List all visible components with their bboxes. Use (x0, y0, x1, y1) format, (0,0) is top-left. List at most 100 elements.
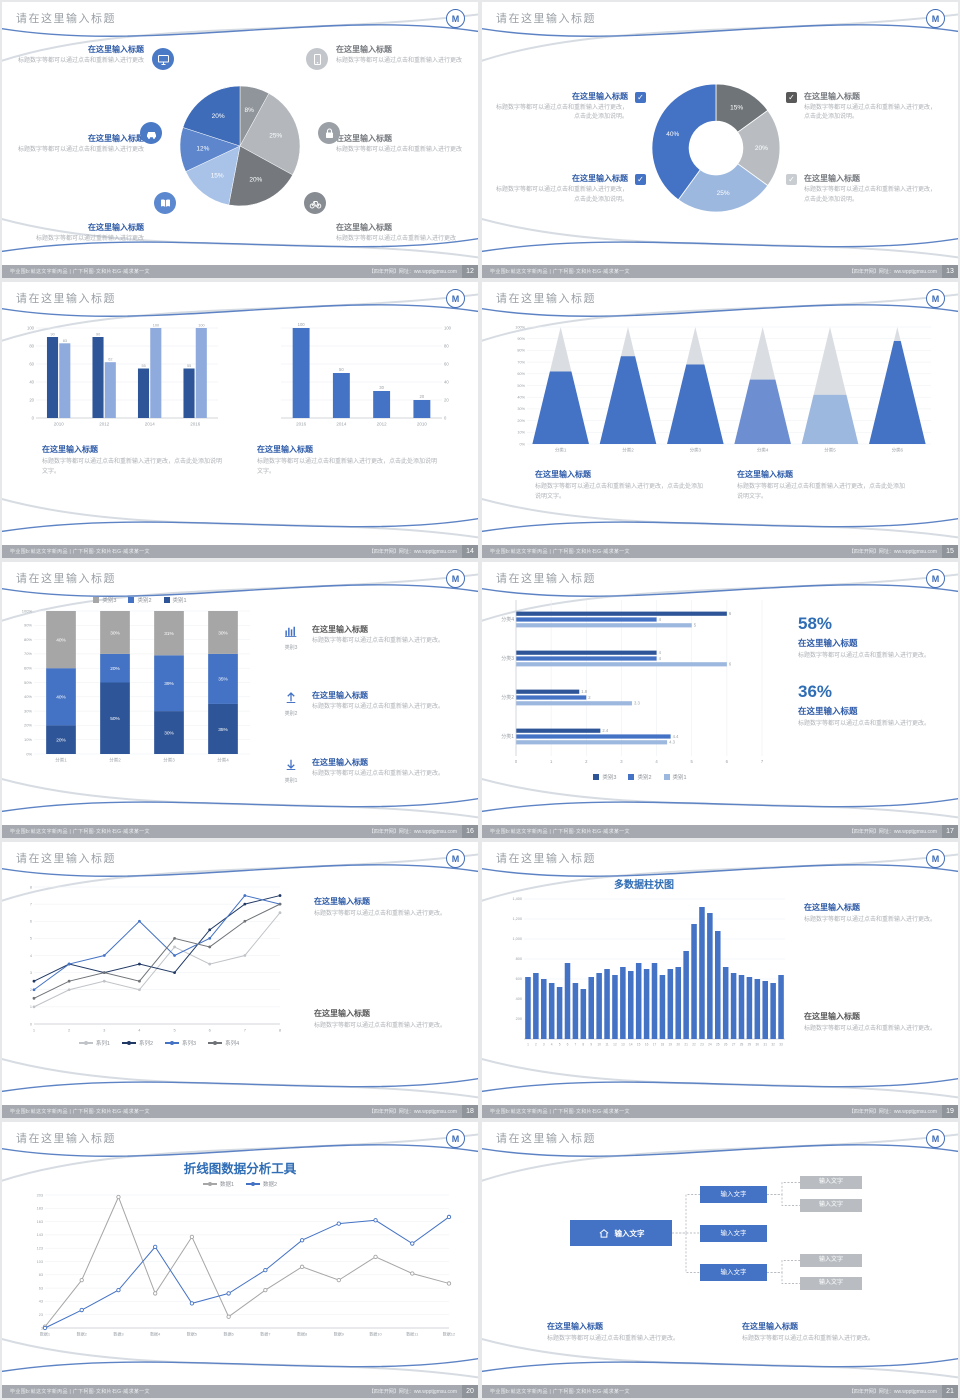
logo-icon: M (926, 849, 945, 868)
svg-text:40: 40 (444, 380, 449, 385)
diagram-leaf-box[interactable]: 输入文字 (800, 1176, 862, 1189)
block-title: 在这里输入标题 (547, 1322, 603, 1331)
list-item: 在这里输入标题 标题数字等都可以通过点击和重新输入进行更改，点击此处添加说明。 … (494, 91, 646, 123)
footer-right-text: 【四年开网】网址：ww.wpptjgmsu.com (848, 269, 937, 275)
item-text: 标题数字等都可以通过点击和重新输入进行更改，点击此处添加说明。 (804, 187, 937, 203)
svg-text:32: 32 (771, 1043, 775, 1047)
svg-text:7: 7 (30, 902, 32, 906)
slide-19[interactable]: 请在这里输入标题 M 多数据柱状图 200 400 600 800 1,000 1,200… (482, 842, 958, 1118)
slide-16[interactable]: 请在这里输入标题 M 类别3 类别2 类别1 0% 10% 20% 30% 40% 50% 60… (2, 562, 478, 838)
slide-footer: 毕业围b:就这文字新丙品 | 广下柯图·文和片石G·威求某一文 【四年开网】网址… (2, 545, 478, 558)
svg-text:5: 5 (691, 759, 694, 764)
pyramid-chart: 0% 10% 20% 30% 40% 50% 60% 70% 80% 90% 100% 分类1 分类2 分… (515, 325, 931, 454)
svg-text:20%: 20% (755, 145, 768, 152)
svg-text:100: 100 (153, 324, 159, 328)
svg-text:6: 6 (209, 1028, 212, 1033)
svg-text:40%: 40% (666, 131, 679, 138)
checkbox-icon[interactable]: ✓ (786, 174, 797, 186)
slide-12[interactable]: 请在这里输入标题 M 在这里输入标题 标题数字等都可以通过点击和重新输入进行更改… (2, 2, 478, 278)
slide-15[interactable]: 请在这里输入标题 M 0% 10% 20% 30% 40% 50% 60% 70% 80% 90%… (482, 282, 958, 558)
diagram-mid-box[interactable]: 输入文字 (700, 1186, 767, 1203)
diagram-leaf-box[interactable]: 输入文字 (800, 1254, 862, 1267)
svg-text:70%: 70% (517, 360, 525, 364)
footer-right-text: 【四年开网】网址：ww.wpptjgmsu.com (368, 1389, 457, 1395)
svg-text:800: 800 (515, 957, 521, 961)
list-item: 在这里输入标题 标题数字等都可以通过点击和重新输入进行更改，点击此处添加说明。 … (494, 173, 646, 205)
svg-text:103: 103 (37, 1260, 43, 1264)
slide-14[interactable]: 请在这里输入标题 M 0 20 40 60 80 100 2010 90 83 2012 90 62 2… (2, 282, 478, 558)
block-text: 标题数字等都可以通过点击和重新输入进行更改，点击此处添加说明文字。 (535, 484, 704, 500)
item-title: 在这里输入标题 (88, 133, 144, 143)
svg-text:分类1: 分类1 (55, 757, 67, 764)
svg-text:4: 4 (659, 656, 662, 661)
svg-text:6: 6 (566, 1043, 568, 1047)
svg-text:100: 100 (27, 326, 35, 331)
svg-text:13: 13 (621, 1043, 625, 1047)
logo-icon: M (926, 1129, 945, 1148)
block-title: 在这里输入标题 (737, 470, 793, 479)
item-title: 在这里输入标题 (312, 758, 368, 768)
svg-text:27: 27 (731, 1043, 735, 1047)
svg-text:分类6: 分类6 (892, 447, 904, 454)
svg-text:19: 19 (668, 1043, 672, 1047)
slide-20[interactable]: 请在这里输入标题 M 折线图数据分析工具 数据1 数据2 3 23 43 63 83 103… (2, 1122, 478, 1398)
footer-right-text: 【四年开网】网址：ww.wpptjgmsu.com (848, 1389, 937, 1395)
svg-text:3: 3 (620, 759, 623, 764)
diagram-connectors (672, 1182, 800, 1284)
svg-text:4: 4 (550, 1043, 552, 1047)
checkbox-icon[interactable]: ✓ (635, 174, 646, 186)
svg-text:90: 90 (50, 333, 54, 337)
swoosh-decoration (482, 1133, 958, 1379)
left-item-column: 在这里输入标题 标题数字等都可以通过点击和重新输入进行更改 在这里输入标题 标题… (12, 34, 144, 258)
svg-text:62: 62 (108, 358, 112, 362)
diagram-leaf-box[interactable]: 输入文字 (800, 1277, 862, 1290)
slide-footer: 毕业围b:就这文字新丙品 | 广下柯图·文和片石G·威求某一文 【四年开网】网址… (482, 545, 958, 558)
svg-text:20: 20 (29, 398, 34, 403)
list-item: 类别1 在这里输入标题 标题数字等都可以通过点击和重新输入进行更改。 (278, 757, 466, 784)
svg-text:43: 43 (39, 1300, 43, 1304)
stacked-chart-layout: 类别3 类别2 类别1 0% 10% 20% 30% 40% 50% 60% 70% 80% 90% 1… (14, 596, 466, 818)
svg-text:17: 17 (652, 1043, 656, 1047)
footer-left-text: 毕业围b:就这文字新丙品 | 广下柯图·文和片石G·威求某一文 (10, 269, 150, 275)
svg-text:25%: 25% (717, 190, 730, 197)
item-text: 标题数字等都可以通过点击和重新输入进行更改，点击此处添加说明。 (495, 104, 628, 121)
svg-text:30: 30 (755, 1043, 759, 1047)
list-item: 类别3 在这里输入标题 标题数字等都可以通过点击和重新输入进行更改。 (278, 624, 466, 651)
checkbox-icon[interactable]: ✓ (786, 91, 797, 103)
svg-text:数据7: 数据7 (260, 1331, 271, 1337)
item-text: 标题数字等都可以通过点击和重新输入进行更改。 (312, 771, 445, 778)
svg-text:163: 163 (37, 1220, 43, 1224)
logo-icon: M (446, 849, 465, 868)
item-text: 标题数字等都可以通过点击和重新输入进行更改 (336, 58, 463, 64)
block-title: 在这里输入标题 (314, 897, 370, 906)
stat-block: 36% 在这里输入标题 标题数字等都可以通过点击和重新输入进行更改。 (798, 682, 946, 730)
svg-text:5: 5 (694, 623, 697, 628)
svg-text:80: 80 (444, 344, 449, 349)
block-text: 标题数字等都可以通过点击和重新输入进行更改，点击此处添加说明文字。 (257, 459, 438, 475)
page-number: 14 (462, 545, 478, 558)
svg-text:1,000: 1,000 (512, 937, 522, 941)
diagram-mid-box[interactable]: 输入文字 (700, 1225, 767, 1242)
chart-area: 类别3 类别2 类别1 0% 10% 20% 30% 40% 50% 60% 70% 80% 90% 1… (14, 596, 266, 818)
slide-13[interactable]: 请在这里输入标题 M 在这里输入标题 标题数字等都可以通过点击和重新输入进行更改… (482, 2, 958, 278)
slide-17[interactable]: 请在这里输入标题 M 0 1 2 3 4 5 6 7 分类4 6 4 5 分类3 4 4 6 分类2 1.8 2 3.… (482, 562, 958, 838)
svg-text:8: 8 (30, 885, 32, 889)
slide-21[interactable]: 请在这里输入标题 M 输入文字 输入文字 输入文字 (482, 1122, 958, 1398)
bar-chart: 0 20 40 60 80 100 2016 100 2014 50 2012 30 2010 20 (281, 322, 452, 427)
svg-text:50: 50 (339, 367, 344, 372)
diagram-root-box[interactable]: 输入文字 (570, 1220, 672, 1246)
svg-text:20%: 20% (110, 666, 120, 672)
item-text: 标题数字等都可以通过点击重新输入进行更改 (336, 235, 457, 242)
checkbox-icon[interactable]: ✓ (635, 91, 646, 103)
diagram-mid-box[interactable]: 输入文字 (700, 1264, 767, 1281)
diagram-leaf-box[interactable]: 输入文字 (800, 1199, 862, 1212)
svg-text:3: 3 (103, 1028, 106, 1033)
svg-text:分类4: 分类4 (501, 616, 514, 623)
page-number: 18 (462, 1105, 478, 1118)
swoosh-decoration (2, 13, 478, 259)
item-text: 标题数字等都可以通过点击和重新输入进行更改 (336, 146, 463, 153)
svg-text:3: 3 (30, 971, 32, 975)
monitor-icon (152, 48, 174, 70)
